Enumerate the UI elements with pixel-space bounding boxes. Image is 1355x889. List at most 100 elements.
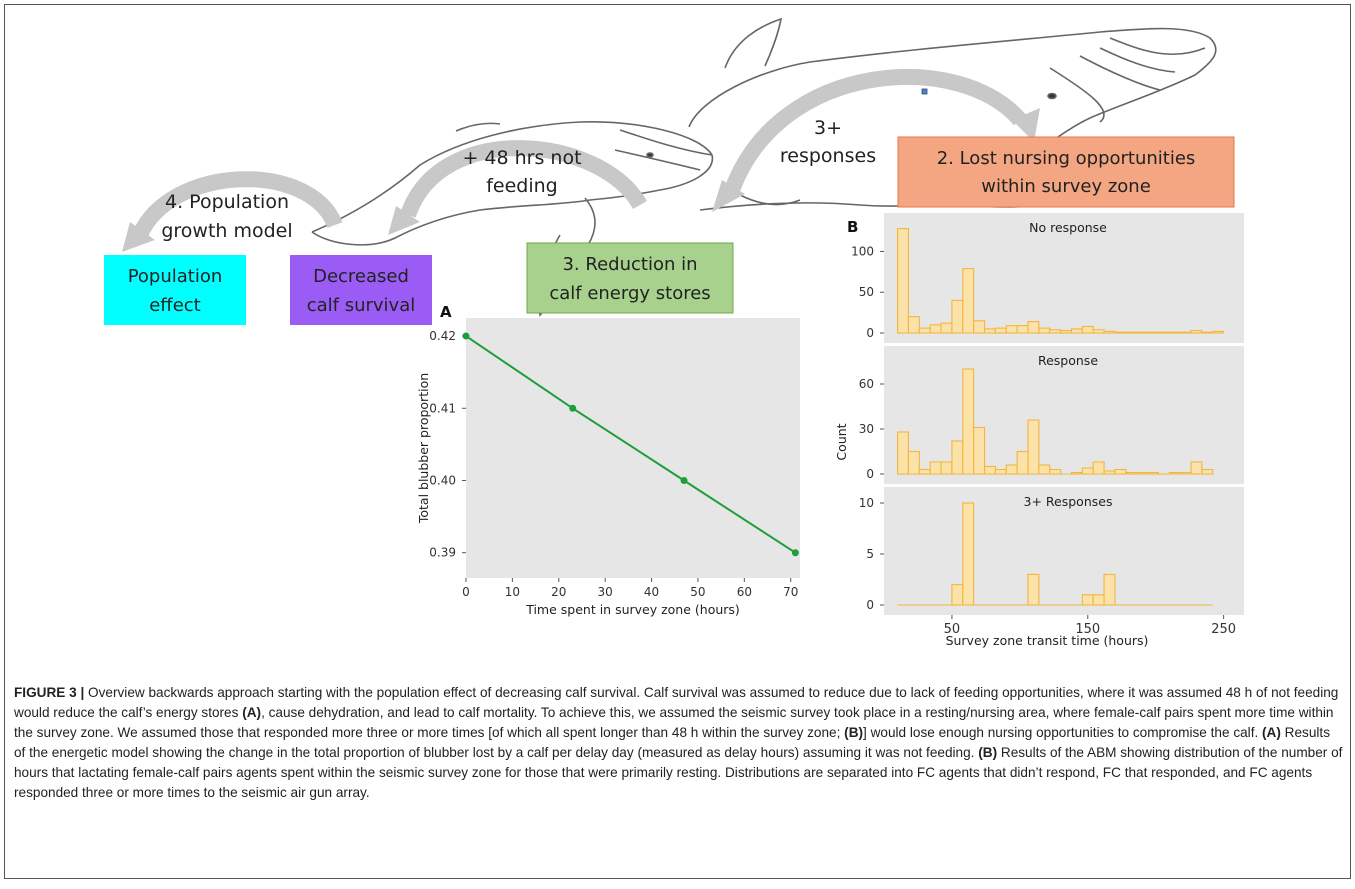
panel-a-chart: 0 10 20 30 40 50 60 70 0.39 0.40 0.41 0.42 Time spen… xyxy=(416,318,800,617)
flow-arrows xyxy=(132,69,1027,239)
histogram-bar xyxy=(907,450,920,475)
histogram-bar xyxy=(1081,325,1094,334)
histogram-bar xyxy=(973,320,986,334)
histogram-bar xyxy=(1179,331,1192,334)
histogram-bar xyxy=(918,327,931,334)
caption-ref-b: (B) xyxy=(844,725,864,740)
y-tick-label: 10 xyxy=(859,496,874,510)
histogram-bar xyxy=(1190,330,1203,334)
histogram-bar xyxy=(983,328,996,334)
caption-text-1: Overview backwards approach starting wit… xyxy=(14,685,1339,720)
histogram-bar xyxy=(1114,468,1127,475)
x-tick-label: 150 xyxy=(1075,622,1100,637)
blubber-point xyxy=(791,549,799,557)
y-tick-label: 60 xyxy=(859,377,874,391)
caption-text-3: ] would lose enough nursing opportunitie… xyxy=(863,725,1263,740)
x-tick-label: 10 xyxy=(505,585,520,599)
feeding-label-line1: + 48 hrs not xyxy=(462,147,581,169)
histogram-bar xyxy=(1201,468,1214,475)
histogram-bar xyxy=(918,468,931,475)
histogram-bar xyxy=(1092,329,1105,334)
calf-survival-box: Decreased calf survival xyxy=(290,255,432,325)
panel-b-xlabel: Survey zone transit time (hours) xyxy=(946,633,1149,648)
panel-b-ylabel: Count xyxy=(834,423,849,460)
histogram-bar xyxy=(907,316,920,334)
histogram-bar xyxy=(1005,464,1018,475)
blubber-point xyxy=(680,477,688,484)
arrow-population xyxy=(132,171,343,239)
figure-caption: FIGURE 3 | Overview backwards approach s… xyxy=(14,683,1344,803)
histogram-bar xyxy=(1212,330,1225,334)
panel-a-xlabel: Time spent in survey zone (hours) xyxy=(525,602,740,617)
x-tick-label: 250 xyxy=(1211,622,1236,637)
histogram-bar xyxy=(962,368,975,475)
histogram-plot-area xyxy=(884,487,1244,615)
step4-label-line1: 4. Population xyxy=(165,191,289,213)
y-tick-label: 0.42 xyxy=(429,329,456,343)
y-tick-label: 0 xyxy=(866,326,874,340)
arrow-heads xyxy=(122,108,1040,252)
caption-ref-a: (A) xyxy=(242,705,262,720)
nursing-box: 2. Lost nursing opportunities within sur… xyxy=(897,136,1235,208)
histogram-bar xyxy=(1081,594,1094,606)
arrow-feeding xyxy=(400,140,647,218)
adult-whale-illustration xyxy=(688,17,1217,211)
histogram-bar xyxy=(929,461,942,475)
y-tick-label: 0.41 xyxy=(429,401,456,415)
population-box-line2: effect xyxy=(149,295,201,316)
y-tick-label: 100 xyxy=(851,244,874,258)
arrow-responses xyxy=(724,69,1027,193)
x-tick-label: 50 xyxy=(944,622,961,637)
histogram-bar xyxy=(1049,329,1062,334)
histogram-bar xyxy=(897,228,910,334)
panel-b-label: B xyxy=(847,218,858,236)
histogram-bar xyxy=(1146,331,1159,334)
histogram-bar xyxy=(951,299,964,334)
histogram-plot-area xyxy=(884,346,1244,484)
x-tick-label: 0 xyxy=(462,585,470,599)
histogram-bar xyxy=(1201,331,1214,334)
histogram-bar xyxy=(1114,331,1127,334)
histogram-title: Response xyxy=(1038,353,1098,368)
histogram-bar xyxy=(951,584,964,606)
blubber-line xyxy=(465,335,796,554)
y-tick-label: 5 xyxy=(866,547,874,561)
histogram-title: No response xyxy=(1029,220,1107,235)
histogram-bar xyxy=(951,440,964,475)
panel-a-label: A xyxy=(440,303,452,321)
histogram-bar xyxy=(962,268,975,334)
histogram-bar xyxy=(1168,471,1181,475)
histogram-bar xyxy=(1146,471,1159,475)
energy-box: 3. Reduction in calf energy stores xyxy=(526,242,734,314)
histogram-bar xyxy=(1125,471,1138,475)
histogram-bar xyxy=(1049,468,1062,475)
blubber-point xyxy=(462,332,470,340)
histogram-bar xyxy=(1136,471,1149,475)
histogram-bar xyxy=(1070,471,1083,475)
histogram-bar xyxy=(1070,328,1083,334)
calf-box-line2: calf survival xyxy=(307,295,416,316)
panel-a-ylabel: Total blubber proportion xyxy=(416,373,431,524)
histogram-bar xyxy=(940,322,953,334)
caption-ref-a2: (A) xyxy=(1262,725,1281,740)
caption-text-4: Results of the energetic model showing t… xyxy=(14,725,1331,760)
population-box-line1: Population xyxy=(128,266,223,287)
histogram-bar xyxy=(994,468,1007,475)
histogram-bar xyxy=(1157,331,1170,334)
histogram-bar xyxy=(1103,330,1116,334)
histogram-bar xyxy=(1027,573,1040,606)
histogram-bar xyxy=(1016,450,1029,475)
histogram-bar xyxy=(1168,331,1181,334)
caption-ref-b2: (B) xyxy=(978,745,998,760)
histogram-bar xyxy=(929,324,942,334)
feeding-label-line2: feeding xyxy=(486,175,558,197)
caption-label: FIGURE 3 | xyxy=(14,685,85,700)
caption-text-5: Results of the ABM showing distribution … xyxy=(14,745,1343,800)
population-box: Population effect xyxy=(104,255,246,325)
x-tick-label: 30 xyxy=(598,585,613,599)
histogram-bar xyxy=(1027,419,1040,475)
histogram-bar xyxy=(1016,325,1029,334)
histogram-bar xyxy=(1092,594,1105,606)
nursing-box-line1: 2. Lost nursing opportunities xyxy=(937,148,1196,169)
x-tick-label: 60 xyxy=(737,585,752,599)
